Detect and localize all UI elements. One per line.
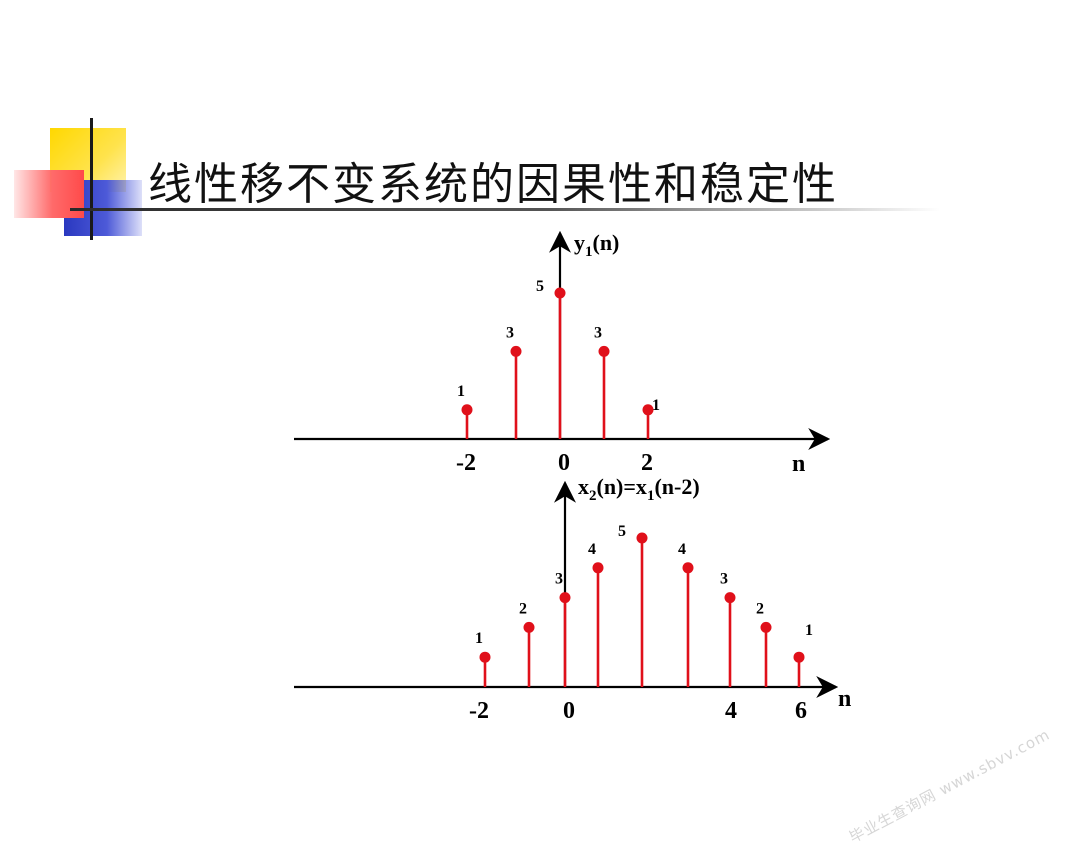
plot1-ylabel: y1(n) xyxy=(574,230,619,260)
plot2-ylabel-a-sub: 2 xyxy=(589,488,597,504)
plot2-value-label: 3 xyxy=(720,571,728,588)
plot1-value-label: 5 xyxy=(536,278,544,295)
plot1-tick-label: 2 xyxy=(641,450,653,476)
plot2-value-label: 1 xyxy=(475,630,483,647)
plot1-xlabel: n xyxy=(792,451,805,477)
plot2-value-label: 2 xyxy=(519,600,527,617)
plot2-value-label: 1 xyxy=(805,622,813,639)
plot1-tick-label: -2 xyxy=(456,450,476,476)
plot2-stem-dot xyxy=(523,621,535,633)
slide-title: 线性移不变系统的因果性和稳定性 xyxy=(148,159,838,210)
plot1-value-label: 1 xyxy=(457,383,465,400)
plot2-tick-label: -2 xyxy=(469,698,489,724)
plot2-xlabel: n xyxy=(838,686,851,712)
plot2-tick-label: 6 xyxy=(795,698,807,724)
plot2-value-label: 4 xyxy=(678,541,686,558)
plot2-stem-dot xyxy=(724,592,736,604)
plot2-ylabel-c: (n-2) xyxy=(654,474,699,499)
plot2-ylabel-b-sub: 1 xyxy=(647,488,655,504)
plot2-ylabel: x2(n)=x1(n-2) xyxy=(578,474,700,504)
plot1-ylabel-base: y xyxy=(574,230,585,255)
plot1-stem-dot xyxy=(642,404,654,416)
title-underline xyxy=(70,208,940,211)
plot2-stem-dot xyxy=(760,621,772,633)
plot2-ylabel-b: (n)=x xyxy=(597,474,647,499)
plot1-value-label: 1 xyxy=(652,397,660,414)
plot2-stem-dot xyxy=(592,562,604,574)
plot1-stem-dot xyxy=(461,404,473,416)
plot2-stem-dot xyxy=(682,562,694,574)
plot1-stem-dot xyxy=(598,345,610,357)
plot1-tick-label: 0 xyxy=(558,450,570,476)
plot2-value-label: 2 xyxy=(756,600,764,617)
plot2-stem-dot xyxy=(479,651,491,663)
plot1-stem-dot xyxy=(554,287,566,299)
plot2-ylabel-a: x xyxy=(578,474,589,499)
plot2-tick-label: 4 xyxy=(725,698,737,724)
plot2-value-label: 4 xyxy=(588,541,596,558)
plot2-stem-dot xyxy=(793,651,805,663)
plot1-ylabel-sub: 1 xyxy=(585,244,593,260)
plot1-value-label: 3 xyxy=(506,324,514,341)
plot2-stem-dot xyxy=(559,592,571,604)
plot1-stem-dot xyxy=(510,345,522,357)
plot2-tick-label: 0 xyxy=(563,698,575,724)
plot1-ylabel-rest: (n) xyxy=(593,230,620,255)
plot1-value-label: 3 xyxy=(594,324,602,341)
deco-vertical-line xyxy=(90,118,93,240)
plot2-value-label: 5 xyxy=(618,523,626,540)
plot2-stem-dot xyxy=(636,532,648,544)
plot2-value-label: 3 xyxy=(555,571,563,588)
